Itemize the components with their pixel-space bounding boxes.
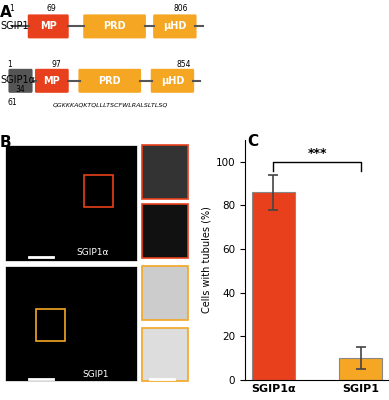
Text: MP: MP [44,76,60,86]
Text: 854: 854 [176,60,191,69]
FancyBboxPatch shape [151,69,194,93]
Text: 69: 69 [47,4,57,13]
Text: SGIP1: SGIP1 [0,20,29,31]
Text: SGIP1α: SGIP1α [0,75,35,85]
Text: μHD: μHD [161,76,184,86]
Bar [36,309,65,341]
FancyBboxPatch shape [83,14,146,38]
Bar [142,146,188,199]
Bar [339,358,382,380]
Bar [252,192,295,380]
FancyBboxPatch shape [153,14,196,38]
Bar [142,204,188,258]
Text: PRD: PRD [98,76,121,86]
Text: μHD: μHD [163,21,187,31]
Text: ***: *** [307,147,327,160]
Text: 806: 806 [173,4,188,13]
FancyBboxPatch shape [35,69,69,93]
FancyBboxPatch shape [9,69,33,93]
Text: PRD: PRD [103,21,126,31]
Text: A: A [0,5,12,20]
Text: QGKKKAQKTQLLLTSCFWLRALSLTLSQ: QGKKKAQKTQLLLTSCFWLRALSLTLSQ [53,102,168,107]
Bar [142,328,188,381]
Bar [5,266,137,381]
Text: 34: 34 [16,85,25,94]
Text: 97: 97 [52,60,61,69]
Text: 61: 61 [7,98,17,107]
Bar [142,266,188,320]
Text: 1: 1 [10,4,14,13]
FancyBboxPatch shape [79,69,141,93]
Text: 1: 1 [7,60,12,69]
FancyBboxPatch shape [28,14,69,38]
Text: SGIP1: SGIP1 [82,370,109,378]
Y-axis label: Cells with tubules (%): Cells with tubules (%) [202,206,212,314]
Bar [84,175,113,207]
Bar [5,146,137,261]
Text: B: B [0,135,12,150]
Text: MP: MP [40,21,57,31]
Text: C: C [247,134,258,149]
Text: SGIP1α: SGIP1α [76,248,109,257]
